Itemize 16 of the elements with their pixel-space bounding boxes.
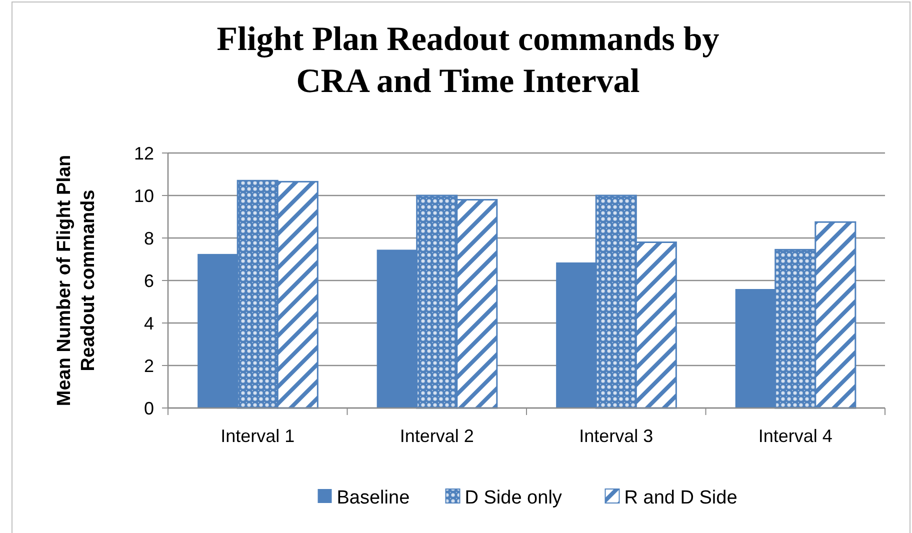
y-tick-label: 10 [134, 186, 154, 206]
y-tick-label: 12 [134, 143, 154, 164]
x-tick-label: Interval 3 [579, 426, 654, 446]
x-tick-label: Interval 1 [220, 426, 295, 446]
y-tick-label: 6 [144, 270, 154, 291]
x-tick-label: Interval 4 [758, 426, 832, 446]
y-tick-label: 2 [144, 356, 154, 376]
legend-label: R and D Side [624, 488, 738, 509]
x-tick-label: Interval 2 [400, 426, 474, 446]
y-tick-label: 8 [144, 228, 154, 248]
y-axis-title: Mean Number of Flight Plan Readout commands [54, 154, 99, 406]
y-tick-label: 4 [144, 313, 154, 334]
legend-label: Baseline [336, 488, 410, 509]
chart-title: Flight Plan Readout commands by CRA and Time Interval [216, 21, 720, 100]
legend-label: D Side only [464, 488, 562, 509]
y-tick-label: 0 [144, 398, 154, 418]
